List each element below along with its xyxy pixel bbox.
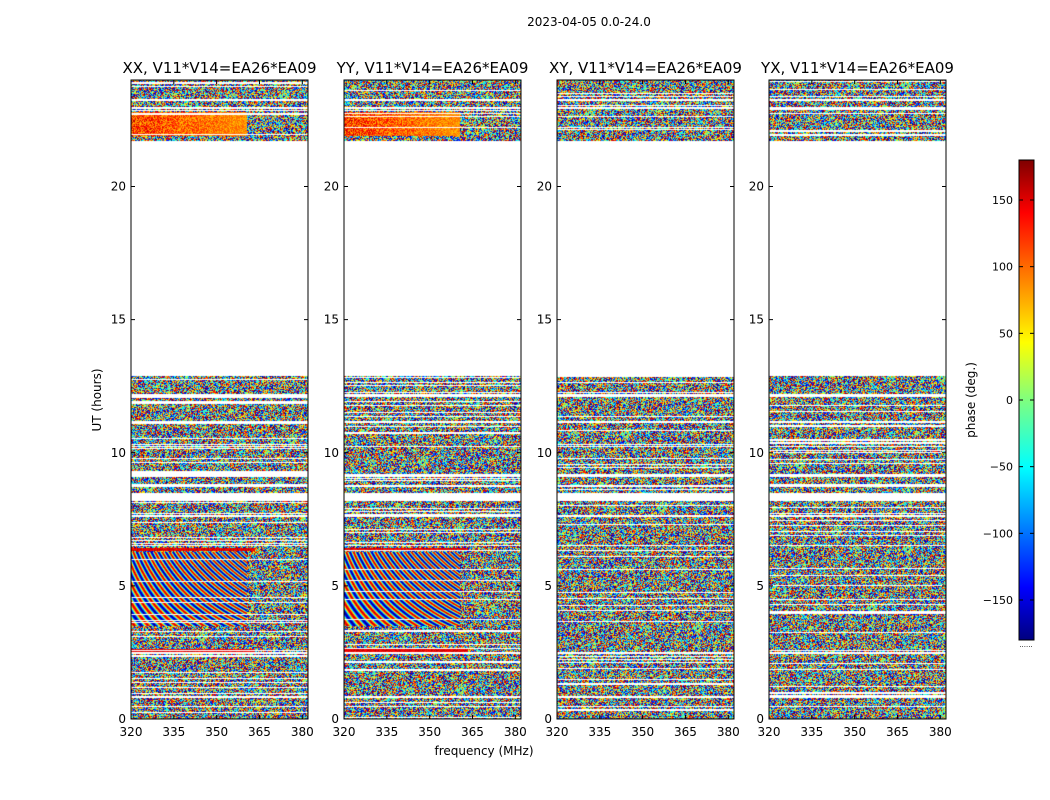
y-tick-label: 20 — [324, 180, 339, 194]
panel-yx: YX, V11*V14=EA26*EA09 320 335 350 365 380 0 5 10… — [749, 59, 954, 739]
x-tick-label: 350 — [205, 725, 228, 739]
panel-frame — [556, 79, 735, 720]
colorbar-tick-label: 0 — [1006, 394, 1013, 407]
y-tick-label: 15 — [537, 313, 552, 327]
panel-heatmap — [557, 80, 734, 719]
colorbar-label: phase (deg.) — [964, 362, 978, 438]
phase-heatmap-yx — [769, 80, 946, 719]
x-tick-label: 365 — [248, 725, 271, 739]
x-tick-label: 380 — [504, 725, 527, 739]
x-tick-label: 350 — [631, 725, 654, 739]
y-tick-label: 15 — [324, 313, 339, 327]
y-tick-label: 10 — [111, 446, 126, 460]
x-tick-label: 320 — [120, 725, 143, 739]
y-tick-label: 10 — [537, 446, 552, 460]
panel-xy: XY, V11*V14=EA26*EA09 320 335 350 365 380 0 5 10… — [537, 59, 742, 739]
y-tick-label: 10 — [749, 446, 764, 460]
y-tick-label: 20 — [111, 180, 126, 194]
panel-title: YY, V11*V14=EA26*EA09 — [336, 59, 529, 77]
x-tick-label: 335 — [375, 725, 398, 739]
panel-heatmap — [131, 80, 308, 719]
panel-frame — [343, 79, 522, 720]
x-tick-label: 380 — [929, 725, 952, 739]
y-tick-label: 15 — [749, 313, 764, 327]
x-tick-label: 365 — [461, 725, 484, 739]
figure-title: 2023-04-05 0.0-24.0 — [527, 15, 651, 29]
y-tick-label: 0 — [331, 712, 339, 726]
colorbar-tick-label: 50 — [999, 327, 1013, 340]
colorbar-footer: ...... — [1019, 641, 1032, 649]
colorbar-tick-label: 150 — [992, 194, 1013, 207]
phase-heatmap-yy — [344, 80, 521, 719]
panel-frame — [768, 79, 947, 720]
y-tick-label: 0 — [544, 712, 552, 726]
x-tick-label: 380 — [717, 725, 740, 739]
colorbar-tick-label: 100 — [992, 261, 1013, 274]
colorbar-tick-label: −150 — [983, 594, 1013, 607]
y-tick-label: 10 — [324, 446, 339, 460]
y-tick-label: 20 — [749, 180, 764, 194]
y-tick-label: 0 — [118, 712, 126, 726]
y-tick-label: 20 — [537, 180, 552, 194]
y-tick-label: 5 — [331, 579, 339, 593]
x-tick-label: 365 — [674, 725, 697, 739]
x-tick-label: 350 — [843, 725, 866, 739]
y-tick-label: 5 — [544, 579, 552, 593]
panel-heatmap — [769, 80, 946, 719]
colorbar-tick-label: −50 — [990, 461, 1013, 474]
x-axis-label: frequency (MHz) — [434, 744, 533, 758]
y-tick-label: 5 — [756, 579, 764, 593]
panel-heatmap — [344, 80, 521, 719]
colorbar: 150 100 50 0 −50 −100 −150 phase (deg.) ...... — [964, 159, 1035, 649]
x-tick-label: 320 — [333, 725, 356, 739]
y-axis-label: UT (hours) — [90, 368, 104, 431]
x-tick-label: 350 — [418, 725, 441, 739]
phase-heatmap-xx — [131, 80, 308, 719]
panel-yy: YY, V11*V14=EA26*EA09 320 335 350 365 380 0 5 10… — [324, 59, 529, 739]
colorbar-tick-label: −100 — [983, 527, 1013, 540]
panel-xx: XX, V11*V14=EA26*EA09 320 335 350 365 380 0 5 10… — [111, 59, 317, 739]
panel-title: YX, V11*V14=EA26*EA09 — [760, 59, 954, 77]
phase-heatmap-xy — [557, 80, 734, 719]
panel-title: XX, V11*V14=EA26*EA09 — [122, 59, 316, 77]
x-tick-label: 335 — [162, 725, 185, 739]
x-tick-label: 365 — [886, 725, 909, 739]
y-tick-label: 5 — [118, 579, 126, 593]
x-tick-label: 380 — [291, 725, 314, 739]
x-tick-label: 335 — [800, 725, 823, 739]
y-tick-label: 0 — [756, 712, 764, 726]
y-tick-label: 15 — [111, 313, 126, 327]
panel-title: XY, V11*V14=EA26*EA09 — [549, 59, 742, 77]
panel-frame — [130, 79, 309, 720]
x-tick-label: 320 — [758, 725, 781, 739]
x-tick-label: 320 — [546, 725, 569, 739]
x-tick-label: 335 — [588, 725, 611, 739]
